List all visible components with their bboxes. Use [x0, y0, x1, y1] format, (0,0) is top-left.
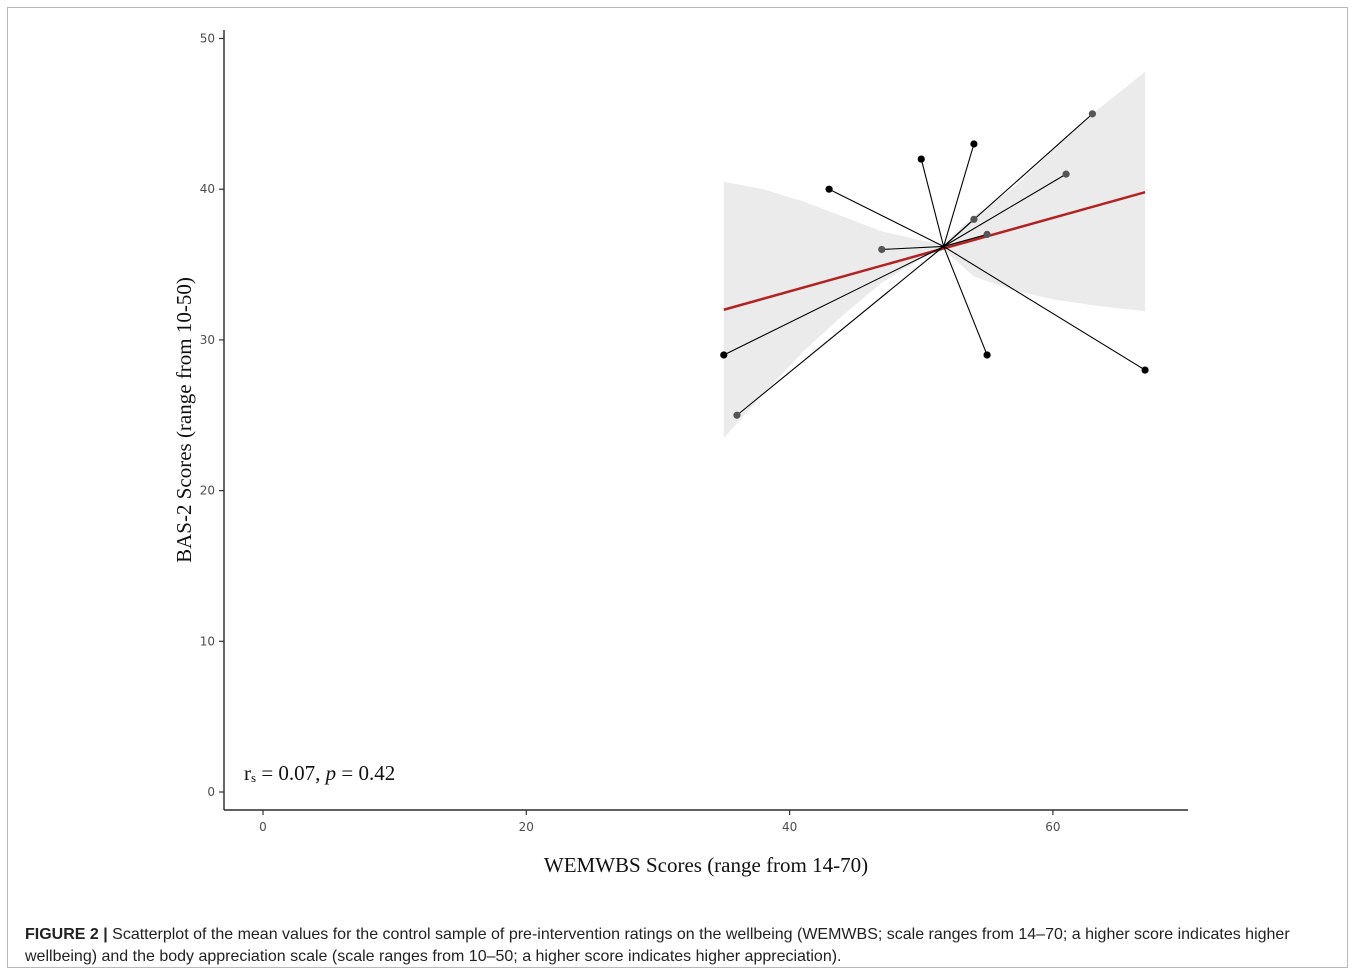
data-point-2 [733, 411, 741, 419]
annotation-p-value: = 0.42 [336, 761, 395, 785]
data-point-9 [983, 351, 991, 359]
y-tick-label-30: 30 [200, 333, 215, 347]
spoke-lines-layer [723, 113, 1146, 416]
y-tick-label-20: 20 [200, 484, 215, 498]
spoke-line-12 [943, 245, 1146, 371]
data-point-7 [970, 215, 978, 223]
spoke-line-5 [920, 158, 945, 247]
spoke-line-1 [723, 245, 944, 356]
points-layer [720, 110, 1149, 419]
scatter-chart: 0 20 40 60 0 10 20 30 40 50 WEMWBS Scores (range … [172, 30, 1188, 877]
spoke-line-3 [828, 188, 944, 247]
data-point-10 [1062, 170, 1070, 178]
p-symbol: p [324, 761, 337, 785]
data-point-11 [1088, 110, 1096, 118]
spoke-line-8 [943, 233, 988, 247]
data-point-4 [878, 245, 886, 254]
confidence-band [723, 71, 1146, 438]
r-symbol: r [244, 761, 251, 785]
data-point-5 [917, 155, 925, 163]
confidence-band-layer [723, 71, 1146, 438]
data-point-8 [983, 230, 991, 239]
annotation-r-value: = 0.07, [256, 761, 326, 785]
spoke-line-6 [943, 143, 975, 247]
y-tick-label-40: 40 [200, 182, 215, 196]
x-tick-label-40: 40 [782, 820, 797, 834]
data-point-1 [720, 351, 728, 359]
y-axis-title: BAS-2 Scores (range from 10-50) [172, 277, 196, 563]
spoke-line-10 [943, 173, 1067, 247]
x-tick-label-20: 20 [519, 820, 534, 834]
data-point-6 [970, 140, 978, 148]
r-subscript: s [251, 770, 256, 785]
x-tick-label-60: 60 [1045, 820, 1060, 834]
data-point-12 [1141, 366, 1149, 374]
axes-layer: 0 20 40 60 0 10 20 30 40 50 [200, 30, 1188, 834]
spoke-line-4 [881, 245, 944, 251]
figure-caption: FIGURE 2 | Scatterplot of the mean value… [25, 924, 1335, 968]
data-point-3 [825, 185, 833, 193]
spoke-line-9 [943, 246, 988, 356]
y-tick-label-50: 50 [200, 32, 215, 46]
spoke-line-11 [943, 113, 1093, 247]
caption-text: Scatterplot of the mean values for the c… [25, 926, 1290, 965]
correlation-annotation: rs = 0.07, p = 0.42 [244, 761, 395, 785]
spoke-line-2 [736, 246, 944, 416]
y-tick-label-10: 10 [200, 634, 215, 648]
x-axis-title: WEMWBS Scores (range from 14-70) [544, 853, 868, 877]
x-tick-label-0: 0 [259, 820, 267, 834]
figure-frame [7, 7, 1348, 968]
y-tick-label-0: 0 [207, 785, 215, 799]
figure-label: FIGURE 2 | [25, 926, 108, 943]
